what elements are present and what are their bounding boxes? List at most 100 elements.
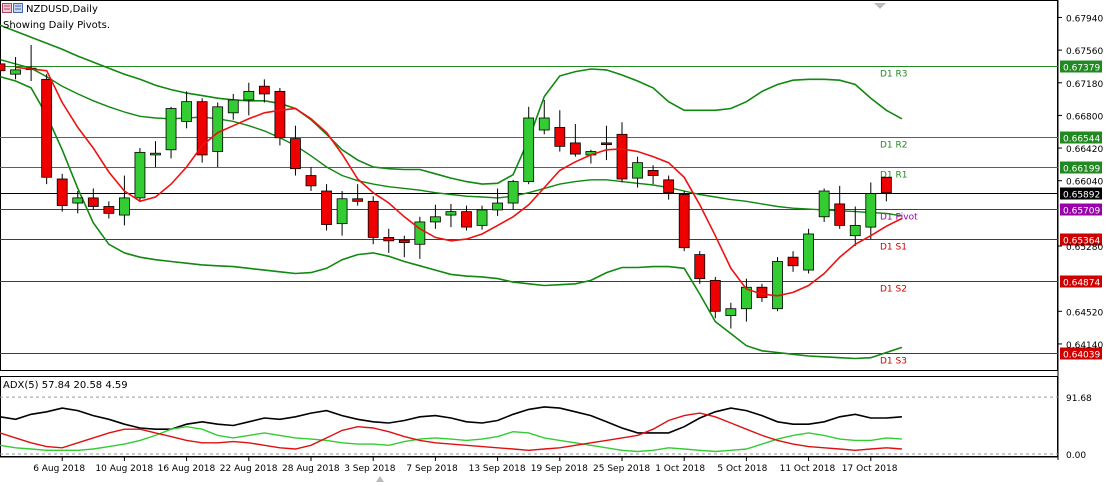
x-tick-label-2: 16 Aug 2018	[158, 464, 216, 474]
candle-body-46	[709, 279, 721, 312]
x-tick-label-9: 25 Sep 2018	[593, 464, 650, 474]
y-tick-label-2: 0.67180	[1066, 80, 1103, 90]
candle-body-22	[336, 198, 348, 225]
adx-series-2	[0, 412, 902, 452]
adx-label: ADX(5) 57.84 20.58 4.59	[3, 380, 128, 391]
level-name-0: D1 R3	[880, 70, 908, 80]
time-scroll-marker[interactable]	[376, 476, 384, 482]
level-badge-4	[1060, 233, 1102, 246]
candle-body-11	[165, 108, 177, 151]
candle-body-48	[741, 286, 752, 310]
price-axis: 0.67379 0.66544 0.66199 0.65709 0.65364 0.648…	[1058, 14, 1103, 361]
candle-body-54	[834, 203, 846, 226]
candle-body-43	[663, 179, 675, 194]
candle-body-37	[569, 142, 581, 155]
candle-body-35	[538, 117, 550, 131]
candle-body-8	[119, 197, 130, 216]
candle-body-6	[87, 197, 99, 207]
candle-body-0	[0, 63, 6, 72]
pivots-caption: Showing Daily Pivots.	[3, 20, 111, 31]
level-badge-5	[1060, 275, 1102, 288]
y-tick-label-7: 0.64520	[1066, 308, 1103, 318]
candle-body-41	[632, 162, 643, 179]
candle-body-27	[414, 221, 426, 245]
candle-body-34	[523, 117, 535, 182]
candle-body-31	[476, 209, 488, 226]
candle-body-7	[103, 206, 115, 214]
x-tick-label-12: 11 Oct 2018	[780, 464, 836, 474]
candle-body-33	[507, 181, 519, 204]
band-middle-line	[0, 58, 903, 217]
x-tick-label-11: 5 Oct 2018	[717, 464, 767, 474]
ma-fast-line	[15, 66, 903, 297]
x-tick-label-10: 1 Oct 2018	[655, 464, 705, 474]
level-badge-3	[1060, 203, 1102, 216]
candles	[0, 44, 892, 329]
band-lower-line	[0, 75, 903, 360]
adx-y-tick-1: 0.00	[1066, 451, 1086, 461]
candle-body-4	[56, 178, 68, 207]
level-name-3: D1 Pivot	[880, 213, 918, 223]
level-badge-0	[1060, 60, 1102, 73]
x-tick-label-0: 6 Aug 2018	[33, 464, 85, 474]
candle-body-25	[383, 237, 395, 242]
candle-body-50	[772, 261, 783, 310]
candle-body-13	[196, 101, 208, 156]
candle-body-23	[352, 198, 364, 202]
candle-body-14	[212, 106, 224, 152]
candle-body-53	[818, 190, 830, 218]
symbol-header: NZDUSD,Daily	[2, 3, 98, 15]
chart-shift-marker[interactable]	[874, 3, 886, 9]
y-tick-label-5: 0.66040	[1066, 178, 1103, 188]
level-name-4: D1 S1	[880, 243, 907, 253]
y-tick-label-3: 0.66800	[1066, 112, 1103, 122]
adx-series-1	[0, 425, 902, 453]
x-tick-label-7: 13 Sep 2018	[469, 464, 526, 474]
x-tick-label-1: 10 Aug 2018	[95, 464, 153, 474]
level-price-2: 0.66199	[1063, 165, 1100, 175]
x-tick-label-5: 3 Sep 2018	[344, 464, 396, 474]
candle-body-26	[398, 239, 410, 243]
level-price-5: 0.64874	[1063, 279, 1100, 289]
candle-body-21	[321, 190, 332, 225]
candle-body-12	[181, 101, 193, 122]
level-price-6: 0.64039	[1063, 351, 1100, 361]
candle-body-56	[865, 193, 877, 228]
candle-body-28	[429, 216, 441, 223]
band-upper-line	[0, 24, 903, 185]
y-tick-label-4: 0.66420	[1066, 145, 1103, 155]
y-tick-label-6: 0.65280	[1066, 243, 1103, 253]
candle-body-17	[258, 85, 270, 95]
candle-body-51	[787, 256, 799, 267]
current-price-label: 0.65892	[1063, 191, 1100, 201]
candle-body-40	[616, 133, 628, 180]
symbol-label: NZDUSD,Daily	[26, 4, 98, 15]
candle-body-18	[274, 90, 286, 139]
chart-window-icon	[2, 3, 23, 13]
x-tick-label-13: 17 Oct 2018	[842, 464, 898, 474]
level-price-1: 0.66544	[1063, 135, 1100, 145]
time-axis: 6 Aug 2018 10 Aug 2018 16 Aug 2018 22 Aug 2…	[0, 456, 1058, 474]
x-tick-label-6: 7 Sep 2018	[406, 464, 458, 474]
candle-body-5	[72, 197, 84, 204]
candle-body-36	[554, 127, 566, 147]
level-badge-6	[1060, 347, 1102, 360]
candle-body-16	[243, 90, 255, 101]
x-tick-label-3: 22 Aug 2018	[220, 464, 278, 474]
candle-body-32	[492, 202, 504, 211]
candle-body-30	[461, 211, 472, 228]
candle-body-42	[647, 169, 659, 176]
candle-body-1	[10, 69, 21, 75]
x-tick-label-4: 28 Aug 2018	[282, 464, 340, 474]
candle-body-9	[134, 151, 146, 199]
candle-body-57	[880, 176, 892, 194]
candle-body-39	[601, 142, 612, 146]
candle-body-45	[694, 254, 706, 280]
level-price-3: 0.65709	[1063, 207, 1100, 217]
y-tick-label-1: 0.67560	[1066, 47, 1103, 57]
candle-body-24	[367, 200, 379, 238]
x-tick-label-8: 19 Sep 2018	[531, 464, 588, 474]
candle-body-3	[41, 78, 53, 178]
candle-body-20	[305, 175, 317, 187]
